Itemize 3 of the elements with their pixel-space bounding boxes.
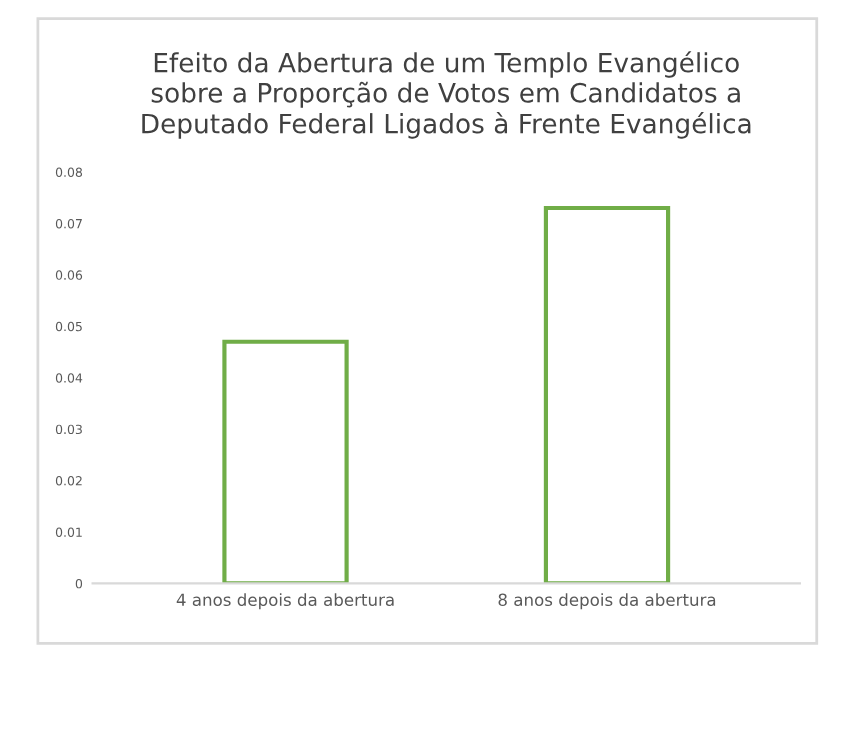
x-tick-label: 8 anos depois da abertura: [498, 593, 716, 610]
x-tick-label: 4 anos depois da abertura: [176, 593, 394, 610]
chart-title: Efeito da Abertura de um Templo Evangélico sobre a Proporção de Votos em Candidatos a Deputado Federal Ligados à Frente Evangélica: [142, 51, 751, 139]
